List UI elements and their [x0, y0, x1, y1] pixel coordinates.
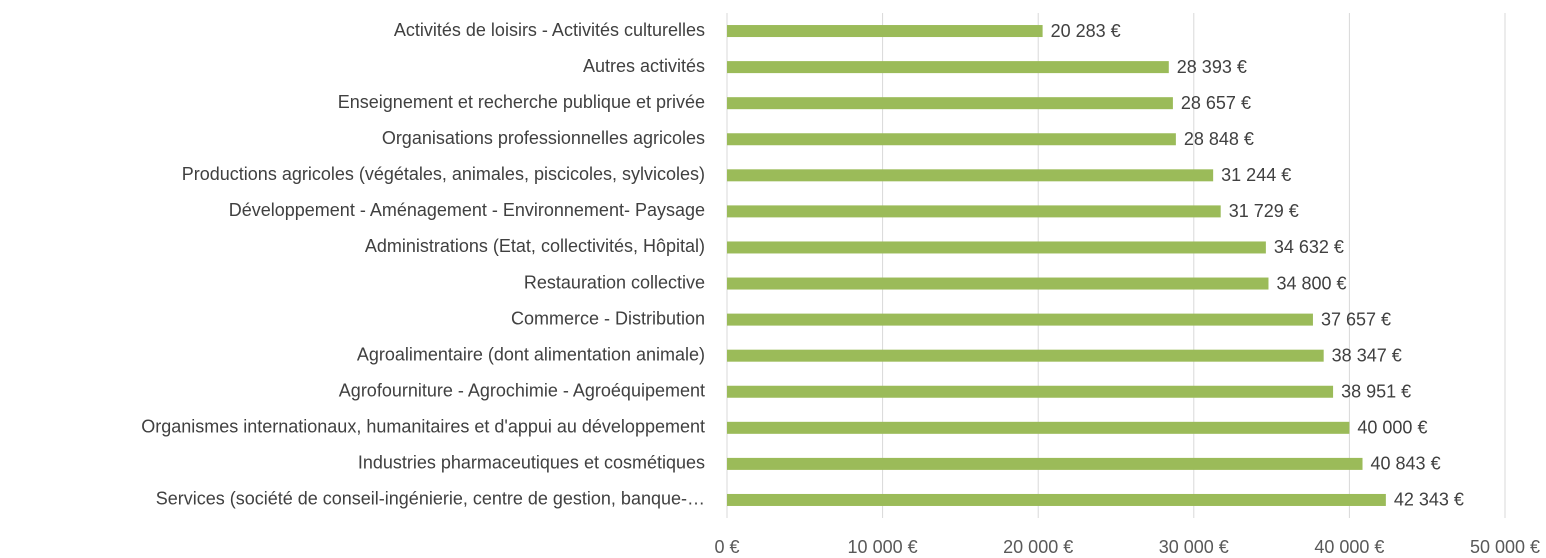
- y-tick-label: Agroalimentaire (dont alimentation anima…: [357, 344, 705, 364]
- bar: [727, 421, 1350, 434]
- y-tick-label: Organismes internationaux, humanitaires …: [141, 417, 705, 437]
- value-label: 42 343 €: [1394, 490, 1464, 510]
- value-label: 28 848 €: [1184, 129, 1254, 149]
- x-tick-label: 30 000 €: [1159, 537, 1229, 557]
- y-tick-label: Activités de loisirs - Activités culture…: [394, 20, 705, 40]
- value-label: 34 800 €: [1276, 273, 1346, 293]
- value-label: 20 283 €: [1051, 21, 1121, 41]
- value-label: 31 729 €: [1229, 201, 1299, 221]
- bar: [727, 61, 1169, 74]
- y-tick-label: Développement - Aménagement - Environnem…: [229, 200, 705, 220]
- x-tick-label: 20 000 €: [1003, 537, 1073, 557]
- y-tick-label: Organisations professionnelles agricoles: [382, 128, 705, 148]
- value-label: 40 843 €: [1371, 454, 1441, 474]
- value-label: 38 347 €: [1332, 345, 1402, 365]
- y-tick-label: Industries pharmaceutiques et cosmétique…: [358, 453, 705, 473]
- bar: [727, 205, 1221, 218]
- bar: [727, 25, 1043, 38]
- bar: [727, 313, 1313, 326]
- bar: [727, 241, 1266, 254]
- value-label: 34 632 €: [1274, 237, 1344, 257]
- value-label: 28 657 €: [1181, 93, 1251, 113]
- bar: [727, 169, 1214, 182]
- y-tick-label: Enseignement et recherche publique et pr…: [338, 92, 705, 112]
- bar: [727, 97, 1173, 110]
- x-tick-label: 50 000 €: [1470, 537, 1540, 557]
- y-tick-label: Productions agricoles (végétales, animal…: [182, 164, 705, 184]
- x-tick-label: 10 000 €: [848, 537, 918, 557]
- y-tick-label: Administrations (Etat, collectivités, Hô…: [365, 236, 705, 256]
- bar: [727, 277, 1269, 290]
- y-tick-label: Commerce - Distribution: [511, 308, 705, 328]
- y-tick-label: Services (société de conseil-ingénierie,…: [156, 489, 705, 509]
- value-label: 31 244 €: [1221, 165, 1291, 185]
- bar: [727, 349, 1324, 362]
- value-label: 28 393 €: [1177, 57, 1247, 77]
- bar: [727, 385, 1334, 398]
- y-tick-label: Autres activités: [583, 56, 705, 76]
- value-label: 37 657 €: [1321, 309, 1391, 329]
- x-tick-label: 0 €: [714, 537, 739, 557]
- y-tick-label: Agrofourniture - Agrochimie - Agroéquipe…: [339, 381, 705, 401]
- x-tick-label: 40 000 €: [1314, 537, 1384, 557]
- bar: [727, 493, 1386, 506]
- value-label: 40 000 €: [1357, 418, 1427, 438]
- y-tick-label: Restauration collective: [524, 272, 705, 292]
- value-label: 38 951 €: [1341, 382, 1411, 402]
- bar: [727, 133, 1176, 146]
- bar: [727, 457, 1363, 470]
